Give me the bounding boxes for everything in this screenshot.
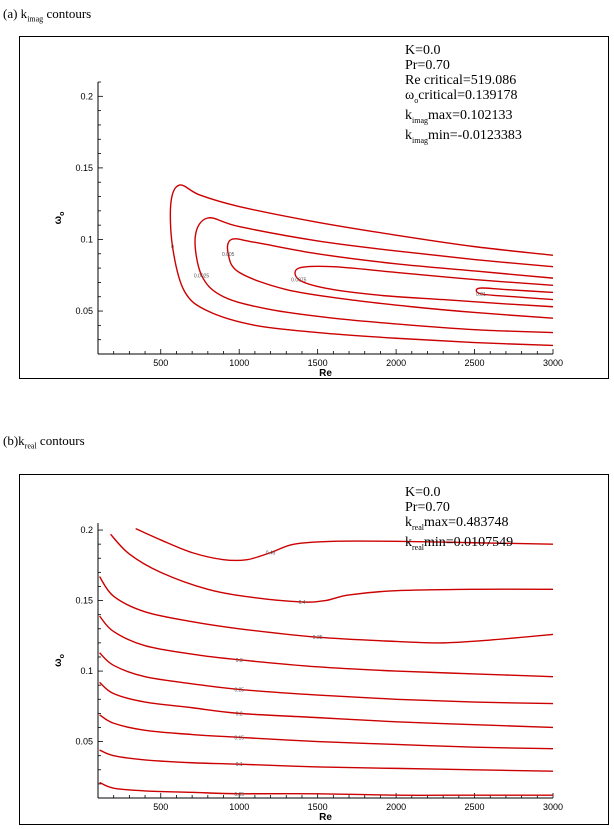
contour-label: 0.1 <box>236 762 243 768</box>
x-tick-label: 1500 <box>308 802 328 812</box>
annotation-kreal-min: krealmin=0.0107549 <box>405 534 514 552</box>
panel-b-caption: (b)kreal contours <box>3 433 85 451</box>
contour-label: 0.25 <box>234 687 244 693</box>
y-tick-label: 0.05 <box>75 306 93 316</box>
x-tick-label: 2000 <box>386 358 406 368</box>
contour-line <box>169 184 554 347</box>
y-tick-label: 0.2 <box>80 525 93 535</box>
x-tick-label: 1500 <box>308 358 328 368</box>
y-axis-title: ωo <box>53 212 66 225</box>
contour-label: 0.45 <box>266 551 276 557</box>
y-tick-label: 0.1 <box>80 666 93 676</box>
annotation-re-critical: Re critical=519.086 <box>405 73 517 88</box>
contour-line <box>99 781 553 796</box>
x-tick-label: 2500 <box>465 358 485 368</box>
contour-label: 0.35 <box>313 635 323 641</box>
annotation-kimag-max: kimagmax=0.102133 <box>405 107 513 125</box>
contour-label: 0.4 <box>298 600 305 606</box>
y-tick-label: 0.2 <box>80 91 93 101</box>
annotation-pr: Pr=0.70 <box>405 500 450 515</box>
contour-label: 0.0075 <box>291 278 307 284</box>
x-tick-label: 1000 <box>229 802 249 812</box>
panel-a-caption-sub: imag <box>27 14 44 24</box>
contour-line <box>99 681 554 729</box>
panel-b-caption-prefix: (b)k <box>3 433 25 448</box>
x-tick-label: 500 <box>153 802 168 812</box>
contour-label: 0.01 <box>476 292 486 298</box>
annotation-k: K=0.0 <box>405 485 441 500</box>
x-tick-label: 1000 <box>229 358 249 368</box>
contour-label: 0.2 <box>236 711 243 717</box>
annotation-omega-critical: ωocritical=0.139178 <box>405 88 518 105</box>
panel-a-frame: 500 1000 1500 2000 2500 3000 0.05 0.1 0.15 0.2 Re ω… <box>19 36 609 379</box>
panel-b-caption-suffix: contours <box>36 433 85 448</box>
contour-line <box>135 528 554 562</box>
contour-line <box>294 265 554 308</box>
x-axis-title: Re <box>319 812 332 823</box>
panel-a-caption-prefix: (a) k <box>3 6 28 21</box>
contour-label: 0 <box>171 245 174 251</box>
y-axis-title: ωo <box>53 654 66 667</box>
x-tick-label: 2500 <box>465 802 485 812</box>
x-axis-title: Re <box>319 368 332 378</box>
panel-a-caption-suffix: contours <box>43 6 92 21</box>
y-tick-label: 0.15 <box>75 596 93 606</box>
annotation-kimag-min: kimagmin=-0.0123383 <box>405 127 522 145</box>
x-tick-label: 3000 <box>543 802 563 812</box>
contour-line <box>110 533 554 603</box>
contour-label: 0.15 <box>234 735 244 741</box>
contour-line <box>475 287 554 301</box>
contour-label: 0.0025 <box>194 273 210 279</box>
annotation-kreal-max: krealmax=0.483748 <box>405 515 509 532</box>
panel-a-caption: (a) kimag contours <box>3 6 91 24</box>
panel-b-caption-sub: real <box>24 441 37 451</box>
kreal-contour-chart: 500 1000 1500 2000 2500 3000 0.05 0.1 0.15 0.2 Re ω… <box>53 523 563 823</box>
contour-line <box>98 576 554 644</box>
contour-label: 0.005 <box>222 252 235 258</box>
kimag-contour-chart: 500 1000 1500 2000 2500 3000 0.05 0.1 0.15 0.2 Re ω… <box>53 81 563 378</box>
contour-line <box>194 217 554 334</box>
panel-b-annotation: K=0.0 Pr=0.70 krealmax=0.483748 krealmin… <box>405 485 513 555</box>
contour-line <box>99 615 554 678</box>
panel-a-annotation: K=0.0 Pr=0.70 Re critical=519.086 ωocrit… <box>405 43 522 147</box>
contour-line <box>99 749 554 772</box>
contour-label: 0.3 <box>236 658 243 664</box>
x-tick-label: 3000 <box>543 358 563 368</box>
y-tick-label: 0.1 <box>80 234 93 244</box>
panel-b-frame: 500 1000 1500 2000 2500 3000 0.05 0.1 0.15 0.2 Re ω… <box>19 474 609 825</box>
x-tick-label: 500 <box>153 358 168 368</box>
y-tick-label: 0.05 <box>75 737 93 747</box>
contour-line <box>226 238 554 319</box>
annotation-pr: Pr=0.70 <box>405 58 450 73</box>
contour-line <box>99 652 554 705</box>
contour-line <box>99 714 554 750</box>
y-tick-label: 0.15 <box>75 163 93 173</box>
x-tick-label: 2000 <box>386 802 406 812</box>
contour-label: 0.05 <box>234 792 244 798</box>
annotation-k: K=0.0 <box>405 43 441 58</box>
